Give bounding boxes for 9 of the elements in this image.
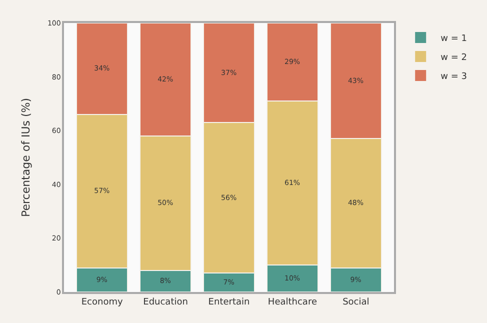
legend-label: w = 3	[440, 72, 467, 82]
x-tick-label: Entertain	[208, 298, 250, 308]
legend-label: w = 2	[440, 53, 467, 64]
x-tick-label: Economy	[81, 298, 124, 308]
y-axis-title: Percentage of IUs (%)	[20, 98, 33, 218]
legend-label: w = 1	[440, 34, 467, 44]
x-tick-label: Education	[143, 298, 188, 308]
x-tick-label: Social	[342, 298, 370, 308]
x-tick-label: Healthcare	[268, 298, 318, 308]
